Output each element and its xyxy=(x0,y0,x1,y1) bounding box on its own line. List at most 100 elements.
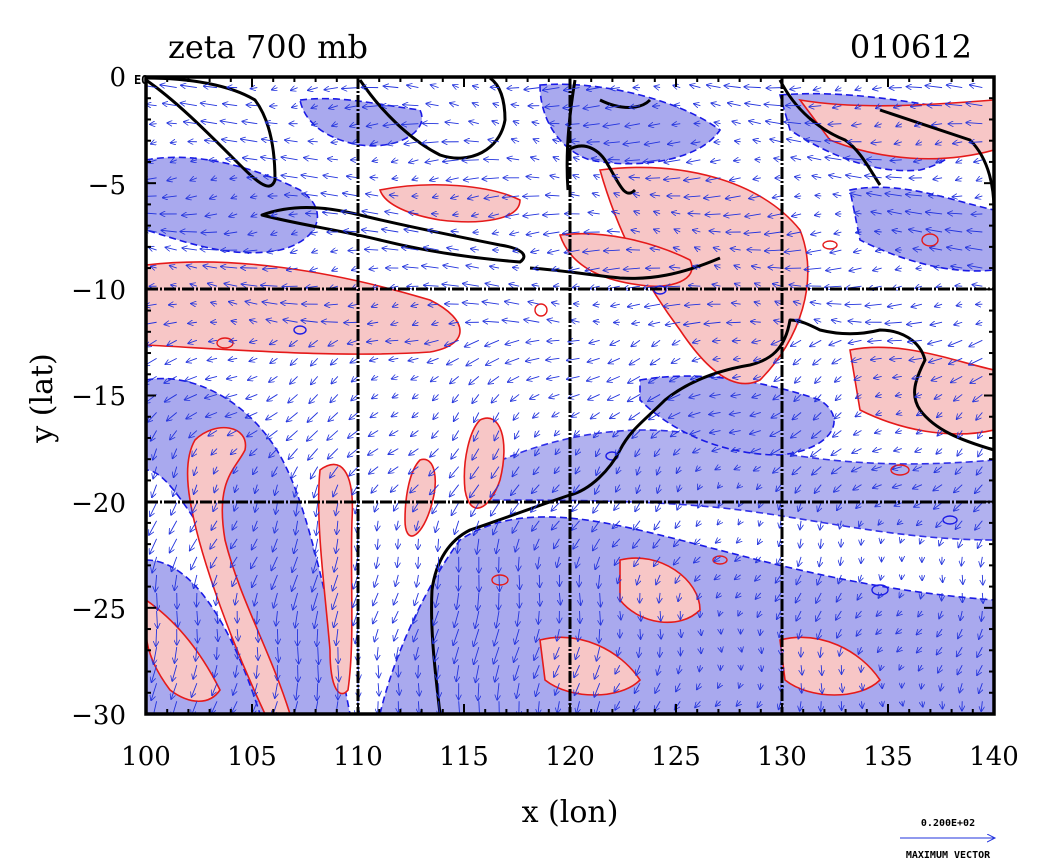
wind-vector xyxy=(792,214,802,216)
wind-vector xyxy=(935,304,943,306)
wind-vector xyxy=(167,339,177,345)
wind-vector xyxy=(753,140,761,142)
wind-vector xyxy=(301,320,318,322)
wind-vector xyxy=(453,214,459,215)
wind-vector xyxy=(812,176,822,178)
wind-vector xyxy=(554,157,560,160)
wind-vector xyxy=(933,484,943,491)
wind-vector xyxy=(768,214,782,217)
wind-vector xyxy=(453,394,460,402)
wind-vector xyxy=(772,412,782,417)
wind-vector xyxy=(314,484,319,498)
wind-vector xyxy=(531,502,540,512)
wind-vector xyxy=(553,140,560,142)
wind-vector xyxy=(306,286,318,288)
wind-vector xyxy=(956,160,963,163)
wind-vector xyxy=(214,484,217,493)
wind-vector xyxy=(233,466,237,473)
wind-vector xyxy=(935,394,943,398)
wind-vector xyxy=(770,430,782,437)
wind-vector xyxy=(815,376,822,383)
wind-vector xyxy=(229,302,238,305)
wind-vector xyxy=(301,175,318,178)
wind-vector xyxy=(914,160,923,162)
wind-vector xyxy=(409,466,419,474)
wind-vector xyxy=(225,232,238,234)
wind-vector xyxy=(970,375,983,383)
wind-vector xyxy=(281,303,298,304)
wind-vector xyxy=(888,211,902,214)
wind-vector xyxy=(949,357,963,364)
wind-vector xyxy=(693,340,701,342)
wind-vector xyxy=(718,485,721,488)
wind-vector xyxy=(594,175,600,178)
wind-vector xyxy=(485,196,500,198)
wind-vector xyxy=(524,320,540,323)
wind-vector xyxy=(845,304,862,305)
wind-vector xyxy=(624,286,641,289)
wind-vector xyxy=(316,502,318,516)
wind-vector xyxy=(447,357,459,364)
wind-vector xyxy=(700,610,701,617)
wind-vector xyxy=(275,484,278,495)
wind-vector xyxy=(262,302,278,304)
wind-vectors xyxy=(146,85,983,714)
wind-vector xyxy=(651,195,661,196)
wind-vector xyxy=(153,466,156,479)
wind-vector xyxy=(547,376,560,379)
wind-vector xyxy=(527,376,540,380)
wind-vector xyxy=(191,284,198,286)
wind-vector xyxy=(296,502,298,516)
wind-vector xyxy=(191,304,197,305)
wind-vector xyxy=(832,448,842,456)
wind-vector xyxy=(509,284,520,286)
wind-vector xyxy=(608,394,621,400)
wind-vector xyxy=(439,683,440,697)
wind-vector xyxy=(432,430,439,438)
wind-vector xyxy=(350,412,359,419)
wind-vector xyxy=(290,339,298,346)
wind-vector xyxy=(594,430,601,438)
wind-vector xyxy=(232,321,238,322)
wind-vector xyxy=(649,412,661,419)
wind-vector xyxy=(413,412,419,417)
wind-vector xyxy=(774,158,782,160)
wind-vector xyxy=(951,375,963,382)
wind-vector xyxy=(751,321,761,322)
wind-vector xyxy=(242,284,258,286)
wind-vector xyxy=(827,303,842,304)
wind-vector xyxy=(628,394,641,401)
wind-vector xyxy=(690,85,701,88)
wind-vector xyxy=(308,412,319,422)
wind-vector xyxy=(308,448,319,460)
wind-vector xyxy=(241,139,258,142)
wind-vector xyxy=(412,178,419,180)
wind-vector xyxy=(826,268,842,270)
wind-vector xyxy=(815,320,822,323)
wind-vector xyxy=(684,322,701,325)
wind-vector xyxy=(737,485,740,488)
wind-vector xyxy=(567,358,580,360)
y-tick-labels: 0 −5 −10 −15 −20 −25 −30 xyxy=(71,63,126,731)
wind-vector xyxy=(690,431,701,435)
wind-vector xyxy=(669,394,681,399)
wind-vector xyxy=(384,124,399,126)
wind-vector xyxy=(873,88,882,90)
wind-vector xyxy=(201,103,218,106)
wind-vector xyxy=(856,412,862,416)
wind-vector xyxy=(808,157,822,160)
wind-vector xyxy=(609,357,621,363)
wind-vector xyxy=(775,376,782,381)
wind-vector xyxy=(596,466,599,475)
wind-vector xyxy=(704,196,721,198)
wind-vector xyxy=(272,88,278,90)
wind-vector xyxy=(874,376,882,378)
x-tick-label: 125 xyxy=(651,742,701,772)
wind-vector xyxy=(506,214,520,217)
wind-vector xyxy=(221,267,238,269)
wind-vector xyxy=(932,376,943,380)
wind-vector xyxy=(389,358,399,360)
wind-vector xyxy=(552,412,560,416)
wind-vector xyxy=(322,322,338,323)
wind-vector xyxy=(160,85,177,88)
